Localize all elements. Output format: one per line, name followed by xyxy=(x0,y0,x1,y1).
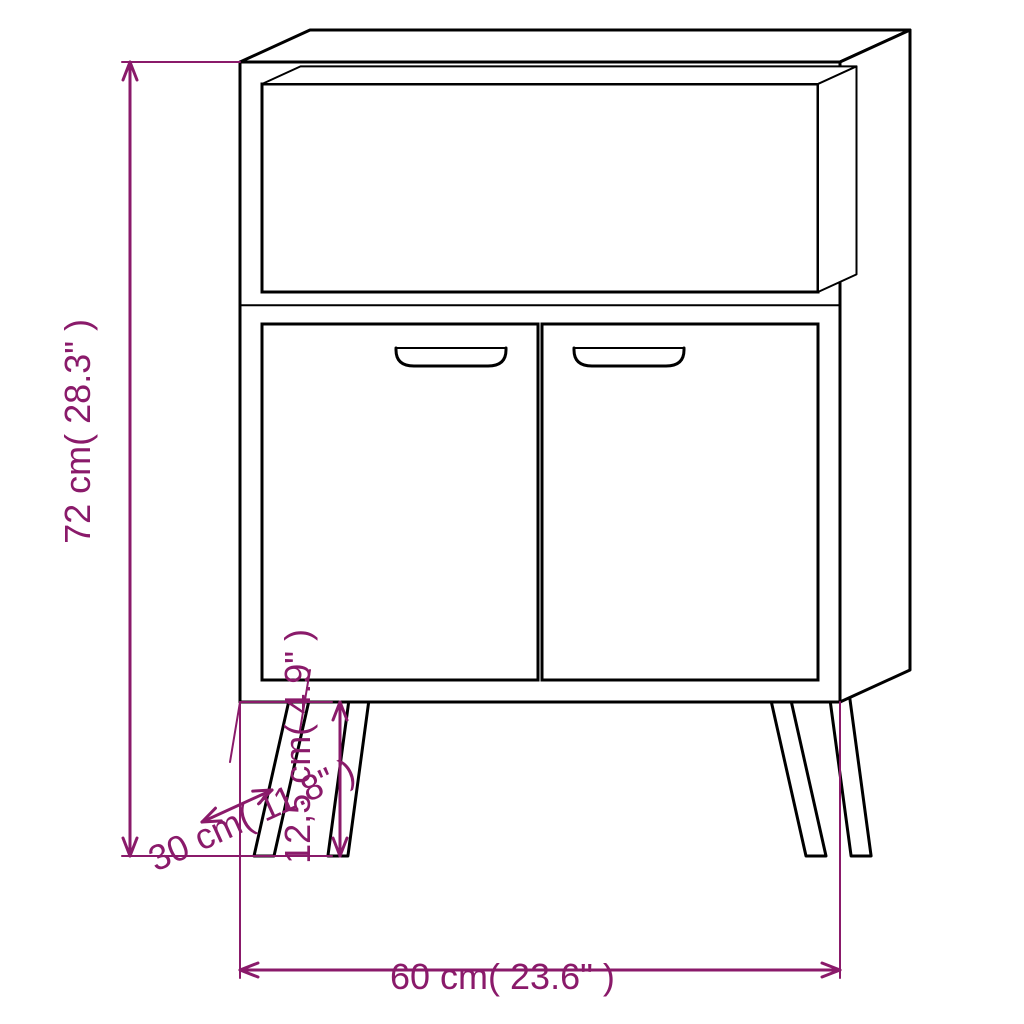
dim-label-leg: 12,5 cm( 4.9" ) xyxy=(277,629,319,864)
dim-label-height: 72 cm( 28.3" ) xyxy=(57,319,99,544)
cabinet-svg xyxy=(0,0,1024,1024)
dim-label-width: 60 cm( 23.6" ) xyxy=(390,956,615,998)
diagram-stage: 72 cm( 28.3" ) 60 cm( 23.6" ) 30 cm( 11.… xyxy=(0,0,1024,1024)
